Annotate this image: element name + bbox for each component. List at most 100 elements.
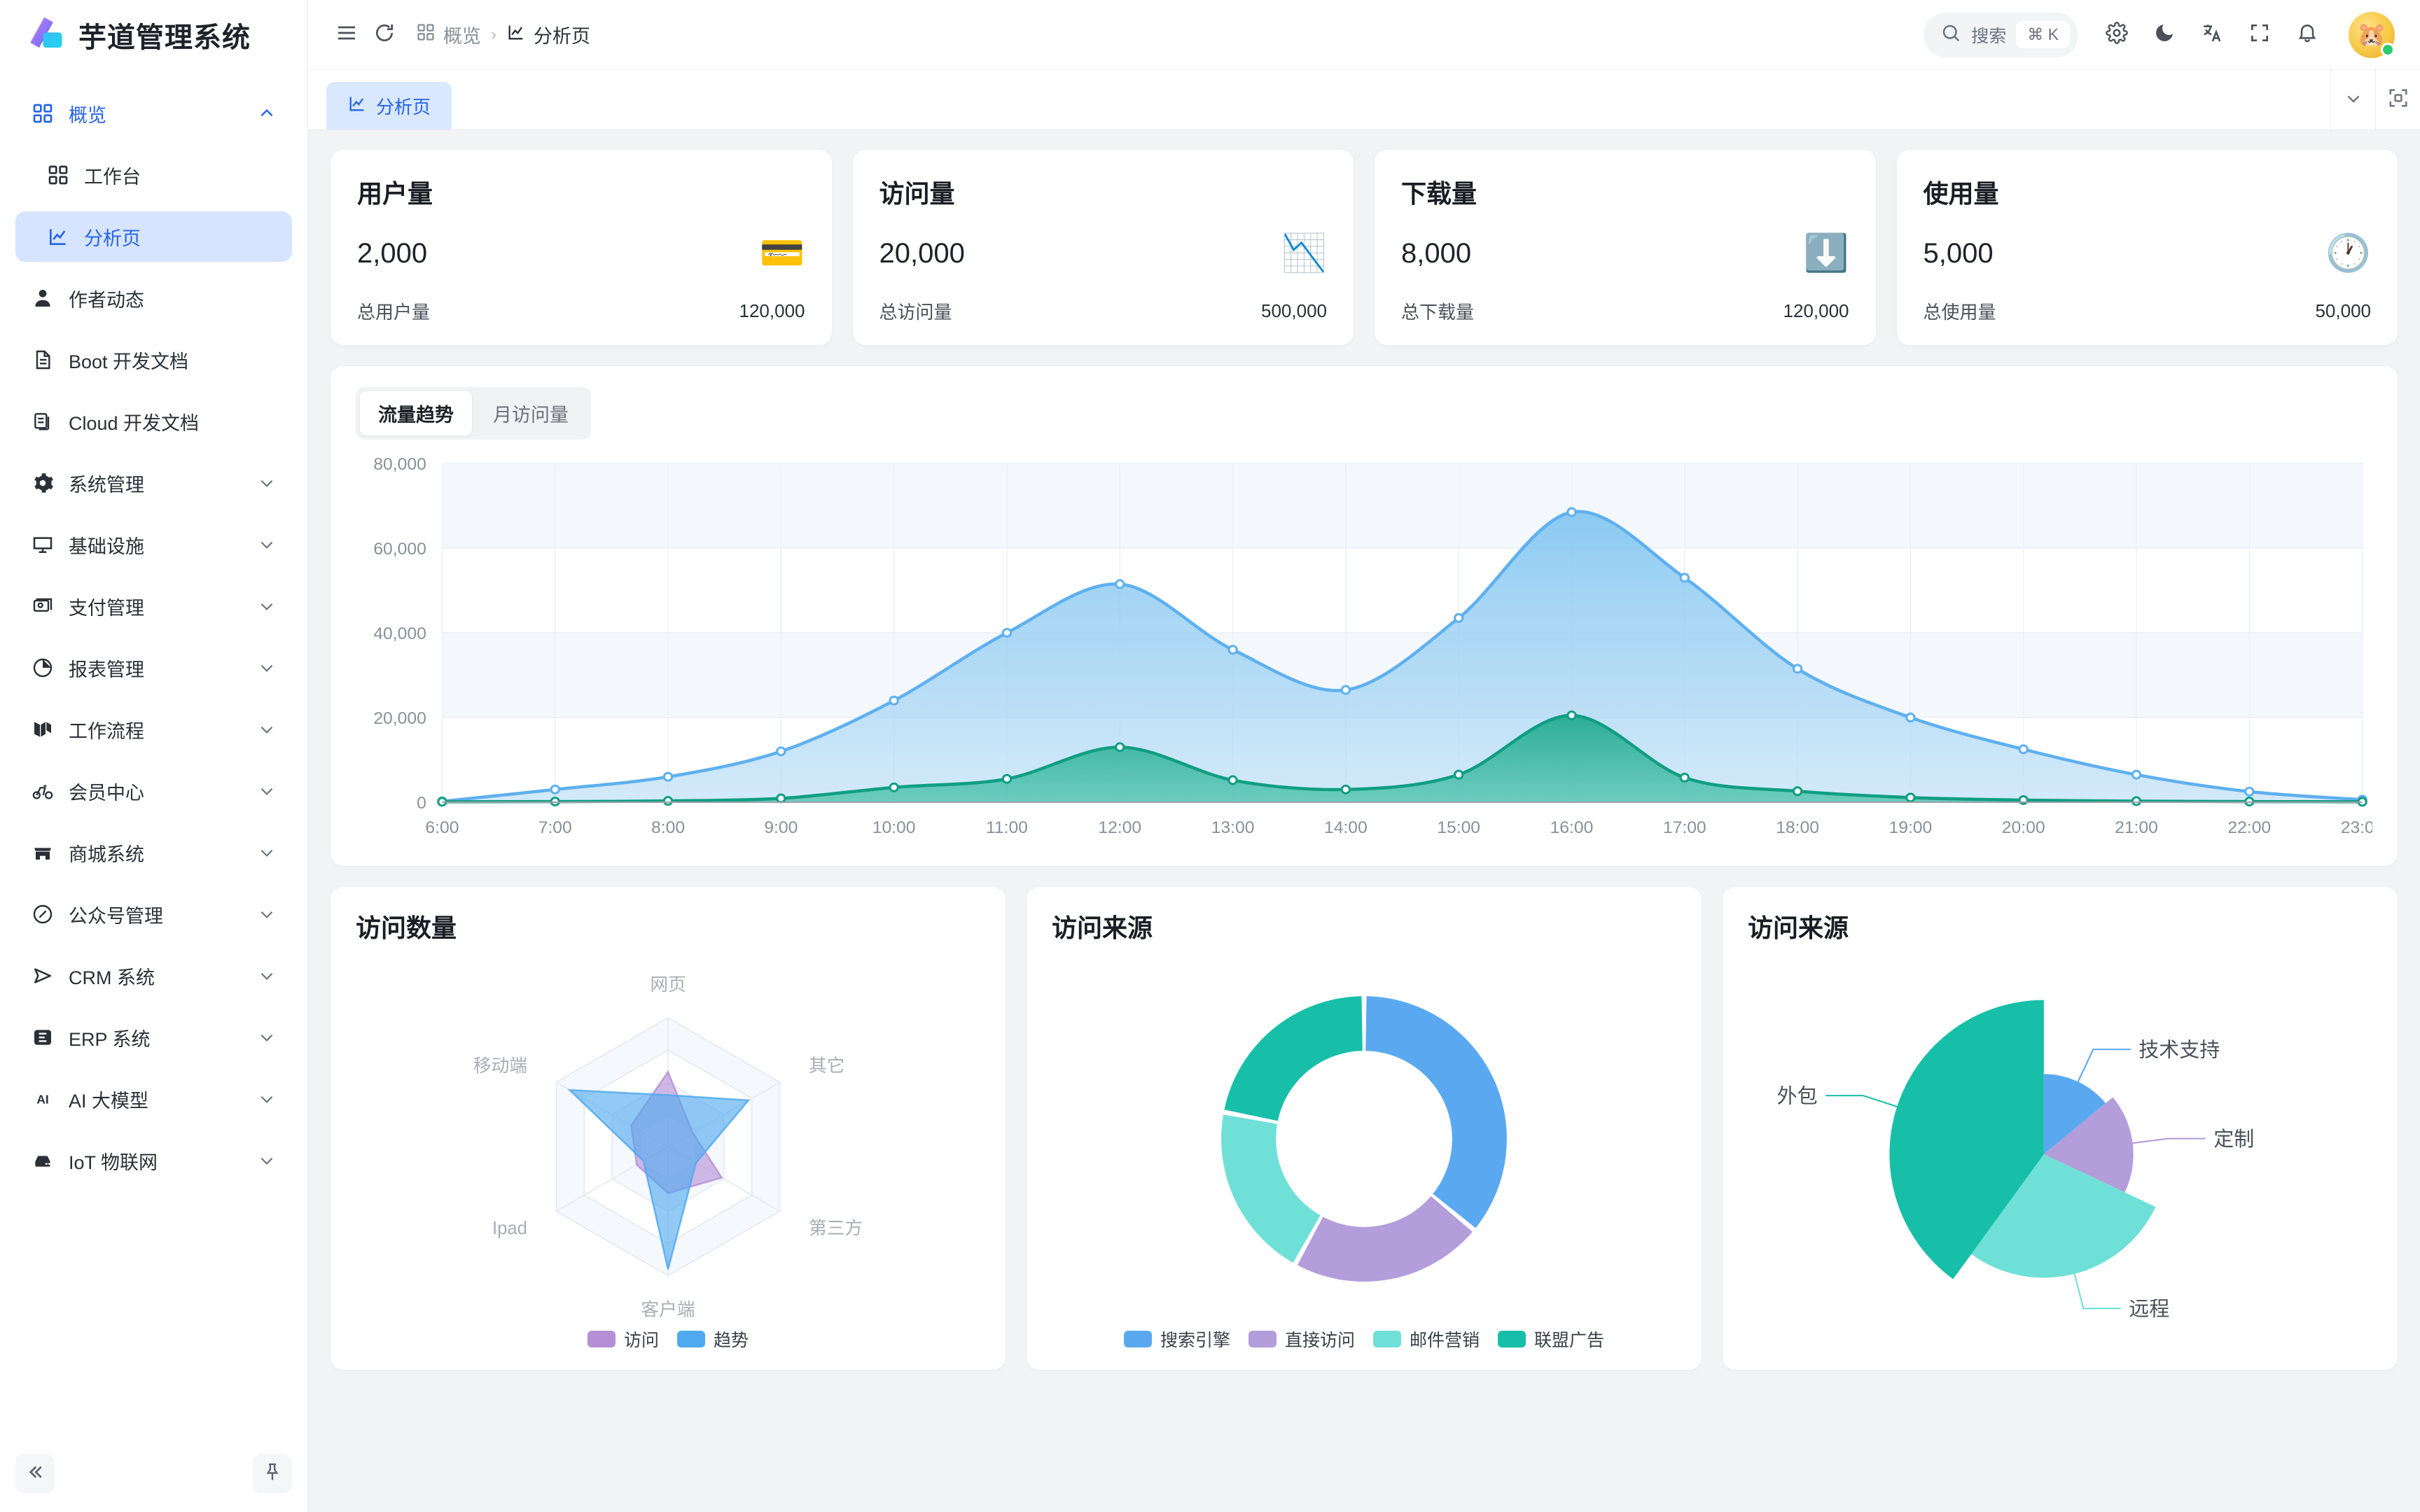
chevron-down-icon[interactable] [257,535,277,554]
brand[interactable]: 芋道管理系统 [0,0,307,70]
svg-text:15:00: 15:00 [1437,818,1480,837]
sidebar-item-crm-system[interactable]: CRM 系统 [15,951,292,1001]
chevron-up-icon[interactable] [257,104,277,123]
sidebar-collapse-button[interactable] [15,1454,55,1493]
svg-text:16:00: 16:00 [1550,818,1594,837]
sidebar-item-iot[interactable]: IoT 物联网 [15,1135,292,1186]
sidebar-item-author-feed[interactable]: 作者动态 [15,273,292,323]
copy-document-icon [31,410,55,433]
chevron-down-icon[interactable] [257,473,277,493]
chevron-down-icon[interactable] [257,1028,277,1047]
tabbar: 分析页 [308,70,2420,130]
legend-item[interactable]: 搜索引擎 [1123,1326,1230,1352]
sidebar-item-label: 概览 [69,104,106,126]
svg-text:17:00: 17:00 [1663,818,1706,837]
sidebar-item-label: 作者动态 [69,289,144,311]
legend-item[interactable]: 直接访问 [1248,1326,1355,1352]
fullscreen-button[interactable] [2241,16,2279,54]
trend-tab-monthly[interactable]: 月访问量 [493,405,569,426]
sidebar-item-overview[interactable]: 概览 [15,88,292,139]
stat-card-downloads: 下载量 8,000 ⬇️ 总下载量 120,000 [1375,150,1876,345]
sidebar-item-label: IoT 物联网 [69,1152,158,1173]
legend-swatch [1123,1331,1152,1348]
sidebar-item-member-center[interactable]: 会员中心 [15,766,292,816]
pin-icon [262,1462,283,1486]
trend-tab-traffic[interactable]: 流量趋势 [360,391,472,435]
refresh-button[interactable] [366,16,403,54]
stat-value: 8,000 [1401,237,1472,269]
analytics-icon [46,225,70,248]
rose-pie-card-title: 访问来源 [1748,913,1849,942]
gear-icon [2106,22,2128,48]
document-icon [31,348,55,372]
settings-button[interactable] [2098,16,2136,54]
donut-legend: 搜索引擎 直接访问 邮件营销 联盟广告 [1052,1326,1676,1357]
notifications-button[interactable] [2288,16,2326,54]
chevron-down-icon[interactable] [257,1089,277,1109]
stat-foot-value: 500,000 [1261,300,1327,321]
sidebar-item-infrastructure[interactable]: 基础设施 [15,519,292,570]
sidebar-item-system-management[interactable]: 系统管理 [15,458,292,508]
sidebar-item-payment-management[interactable]: 支付管理 [15,581,292,631]
chevron-down-icon[interactable] [257,596,277,616]
language-button[interactable] [2193,16,2231,54]
grid-icon [31,102,55,125]
svg-text:定制: 定制 [2213,1128,2254,1151]
stat-footer: 总下载量 120,000 [1401,298,1849,324]
sidebar-item-erp-system[interactable]: ERP 系统 [15,1012,292,1063]
svg-text:网页: 网页 [650,975,686,995]
svg-text:60,000: 60,000 [373,540,426,559]
dark-mode-button[interactable] [2146,16,2183,54]
svg-text:7:00: 7:00 [538,818,572,837]
stat-title: 下载量 [1401,179,1477,208]
stat-foot-value: 120,000 [739,300,805,321]
search-button[interactable]: 搜索 ⌘ K [1924,12,2078,57]
tab-dropdown-button[interactable] [2330,70,2375,130]
svg-text:远程: 远程 [2129,1298,2169,1321]
chevron-down-icon[interactable] [257,1151,277,1170]
sidebar-item-analytics[interactable]: 分析页 [15,211,292,262]
fullscreen-icon [2248,22,2271,48]
legend-item[interactable]: 邮件营销 [1373,1326,1480,1352]
clock-icon: 🕐 [2325,233,2371,274]
sidebar-item-official-account[interactable]: 公众号管理 [15,889,292,939]
legend-item[interactable]: 联盟广告 [1498,1326,1604,1352]
chevron-down-icon[interactable] [257,658,277,678]
svg-text:10:00: 10:00 [872,818,916,837]
sidebar-item-label: AI 大模型 [69,1090,149,1112]
chevron-down-icon[interactable] [257,720,277,739]
svg-text:外包: 外包 [1777,1085,1818,1108]
chevron-down-icon[interactable] [257,843,277,862]
stat-value: 5,000 [1923,237,1994,269]
expand-icon [2388,88,2409,112]
chevron-down-icon[interactable] [257,904,277,924]
sidebar-item-label: 基础设施 [69,536,144,557]
sidebar-item-workbench[interactable]: 工作台 [15,150,292,200]
sidebar-nav: 概览 工作台 分析页 作者动态 [0,70,307,1512]
stat-title: 用户量 [357,179,433,208]
sidebar-item-ai-model[interactable]: AI AI 大模型 [15,1074,292,1124]
sidebar-pin-button[interactable] [253,1454,292,1493]
tab-fullscreen-button[interactable] [2375,70,2420,130]
sidebar-toggle-button[interactable] [328,16,366,54]
breadcrumb-item-analytics[interactable]: 分析页 [506,21,590,48]
breadcrumb-item-overview[interactable]: 概览 [416,21,481,48]
svg-text:12:00: 12:00 [1098,818,1141,837]
svg-text:18:00: 18:00 [1776,818,1819,837]
sidebar-item-workflow[interactable]: 工作流程 [15,704,292,755]
tab-analytics[interactable]: 分析页 [326,82,452,130]
sidebar-item-report-management[interactable]: 报表管理 [15,643,292,693]
avatar[interactable]: 🐹 [2349,11,2395,58]
sidebar-item-mall-system[interactable]: 商城系统 [15,827,292,878]
sidebar-item-boot-docs[interactable]: Boot 开发文档 [15,335,292,385]
translate-icon [2201,22,2223,48]
pie-chart-icon [31,656,55,680]
legend-item[interactable]: 访问 [587,1326,659,1352]
stat-card-users: 用户量 2,000 💳 总用户量 120,000 [331,150,832,345]
chevron-down-icon[interactable] [257,966,277,986]
gear-icon [31,471,55,495]
chevron-down-icon[interactable] [257,781,277,801]
legend-item[interactable]: 趋势 [677,1326,749,1352]
sidebar-item-cloud-docs[interactable]: Cloud 开发文档 [15,396,292,447]
